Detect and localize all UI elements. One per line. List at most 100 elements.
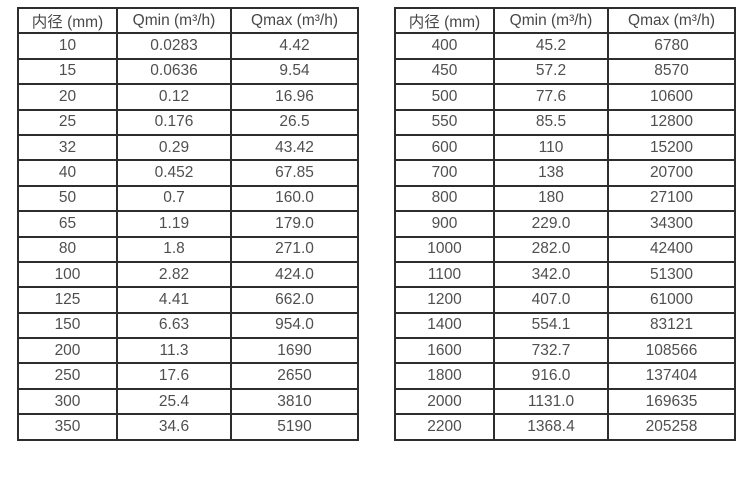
diameter-cell: 150 [17, 311, 118, 340]
qmax-cell: 662.0 [230, 286, 359, 314]
table-row: 2200 1368.4 205258 [394, 413, 736, 441]
diameter-cell: 25 [17, 108, 118, 136]
qmax-cell: 2650 [230, 362, 359, 390]
qmax-cell: 424.0 [230, 260, 359, 289]
qmax-cell: 27100 [607, 184, 736, 213]
qmax-cell: 8570 [607, 57, 736, 86]
qmax-cell: 160.0 [230, 184, 359, 213]
table-row: 25 0.176 26.5 [17, 108, 359, 136]
qmin-cell: 34.6 [116, 413, 232, 441]
table-body: 10 0.0283 4.42 15 0.0636 9.54 20 0.12 16.96 25 0.1… [17, 32, 359, 441]
diameter-cell: 600 [394, 133, 495, 162]
qmin-cell: 0.176 [116, 108, 232, 136]
qmin-cell: 17.6 [116, 362, 232, 390]
diameter-cell: 1800 [394, 362, 495, 390]
qmax-cell: 3810 [230, 387, 359, 416]
qmax-cell: 108566 [607, 337, 736, 365]
qmin-cell: 6.63 [116, 311, 232, 340]
table-row: 200 11.3 1690 [17, 337, 359, 365]
table-row: 1200 407.0 61000 [394, 286, 736, 314]
table-row: 125 4.41 662.0 [17, 286, 359, 314]
table-row: 250 17.6 2650 [17, 362, 359, 390]
qmin-cell: 732.7 [493, 337, 609, 365]
column-header-qmin: Qmin (m³/h) [116, 6, 232, 35]
table-row: 1400 554.1 83121 [394, 311, 736, 340]
table-row: 800 180 27100 [394, 184, 736, 213]
diameter-cell: 300 [17, 387, 118, 416]
qmin-cell: 342.0 [493, 260, 609, 289]
table-row: 1600 732.7 108566 [394, 337, 736, 365]
diameter-cell: 40 [17, 159, 118, 187]
diameter-cell: 200 [17, 337, 118, 365]
diameter-cell: 50 [17, 184, 118, 213]
diameter-cell: 400 [394, 32, 495, 60]
qmin-cell: 110 [493, 133, 609, 162]
table-row: 20 0.12 16.96 [17, 83, 359, 111]
diameter-cell: 100 [17, 260, 118, 289]
diameter-cell: 350 [17, 413, 118, 441]
column-header-qmax: Qmax (m³/h) [230, 6, 359, 35]
qmin-cell: 0.0636 [116, 57, 232, 86]
table-row: 2000 1131.0 169635 [394, 387, 736, 416]
qmax-cell: 43.42 [230, 133, 359, 162]
qmax-cell: 6780 [607, 32, 736, 60]
qmax-cell: 1690 [230, 337, 359, 365]
qmin-cell: 916.0 [493, 362, 609, 390]
diameter-cell: 65 [17, 210, 118, 238]
diameter-cell: 900 [394, 210, 495, 238]
table-row: 300 25.4 3810 [17, 387, 359, 416]
qmin-cell: 4.41 [116, 286, 232, 314]
qmin-cell: 11.3 [116, 337, 232, 365]
qmax-cell: 83121 [607, 311, 736, 340]
table-row: 32 0.29 43.42 [17, 133, 359, 162]
diameter-cell: 500 [394, 83, 495, 111]
qmin-cell: 180 [493, 184, 609, 213]
qmax-cell: 4.42 [230, 32, 359, 60]
qmin-cell: 2.82 [116, 260, 232, 289]
diameter-cell: 2200 [394, 413, 495, 441]
diameter-cell: 32 [17, 133, 118, 162]
diameter-cell: 250 [17, 362, 118, 390]
column-header-diameter: 内径 (mm) [17, 6, 118, 35]
table-row: 50 0.7 160.0 [17, 184, 359, 213]
qmax-cell: 5190 [230, 413, 359, 441]
qmin-cell: 229.0 [493, 210, 609, 238]
qmin-cell: 138 [493, 159, 609, 187]
qmin-cell: 282.0 [493, 235, 609, 263]
table-row: 65 1.19 179.0 [17, 210, 359, 238]
table-row: 700 138 20700 [394, 159, 736, 187]
table-row: 1100 342.0 51300 [394, 260, 736, 289]
qmax-cell: 67.85 [230, 159, 359, 187]
qmin-cell: 407.0 [493, 286, 609, 314]
diameter-cell: 15 [17, 57, 118, 86]
qmin-cell: 77.6 [493, 83, 609, 111]
diameter-cell: 800 [394, 184, 495, 213]
qmin-cell: 25.4 [116, 387, 232, 416]
qmax-cell: 12800 [607, 108, 736, 136]
table-row: 10 0.0283 4.42 [17, 32, 359, 60]
qmax-cell: 51300 [607, 260, 736, 289]
qmin-cell: 0.29 [116, 133, 232, 162]
table-row: 450 57.2 8570 [394, 57, 736, 86]
table-row: 40 0.452 67.85 [17, 159, 359, 187]
qmin-cell: 0.0283 [116, 32, 232, 60]
diameter-cell: 2000 [394, 387, 495, 416]
column-header-qmin: Qmin (m³/h) [493, 6, 609, 35]
qmax-cell: 61000 [607, 286, 736, 314]
qmin-cell: 85.5 [493, 108, 609, 136]
table-row: 350 34.6 5190 [17, 413, 359, 441]
qmin-cell: 1131.0 [493, 387, 609, 416]
qmin-cell: 0.452 [116, 159, 232, 187]
qmax-cell: 42400 [607, 235, 736, 263]
qmax-cell: 137404 [607, 362, 736, 390]
table-row: 15 0.0636 9.54 [17, 57, 359, 86]
table-row: 400 45.2 6780 [394, 32, 736, 60]
qmax-cell: 16.96 [230, 83, 359, 111]
table-body: 400 45.2 6780 450 57.2 8570 500 77.6 10600 550 85.… [394, 32, 736, 441]
table-row: 600 110 15200 [394, 133, 736, 162]
qmin-cell: 45.2 [493, 32, 609, 60]
diameter-cell: 10 [17, 32, 118, 60]
diameter-cell: 1200 [394, 286, 495, 314]
table-row: 900 229.0 34300 [394, 210, 736, 238]
